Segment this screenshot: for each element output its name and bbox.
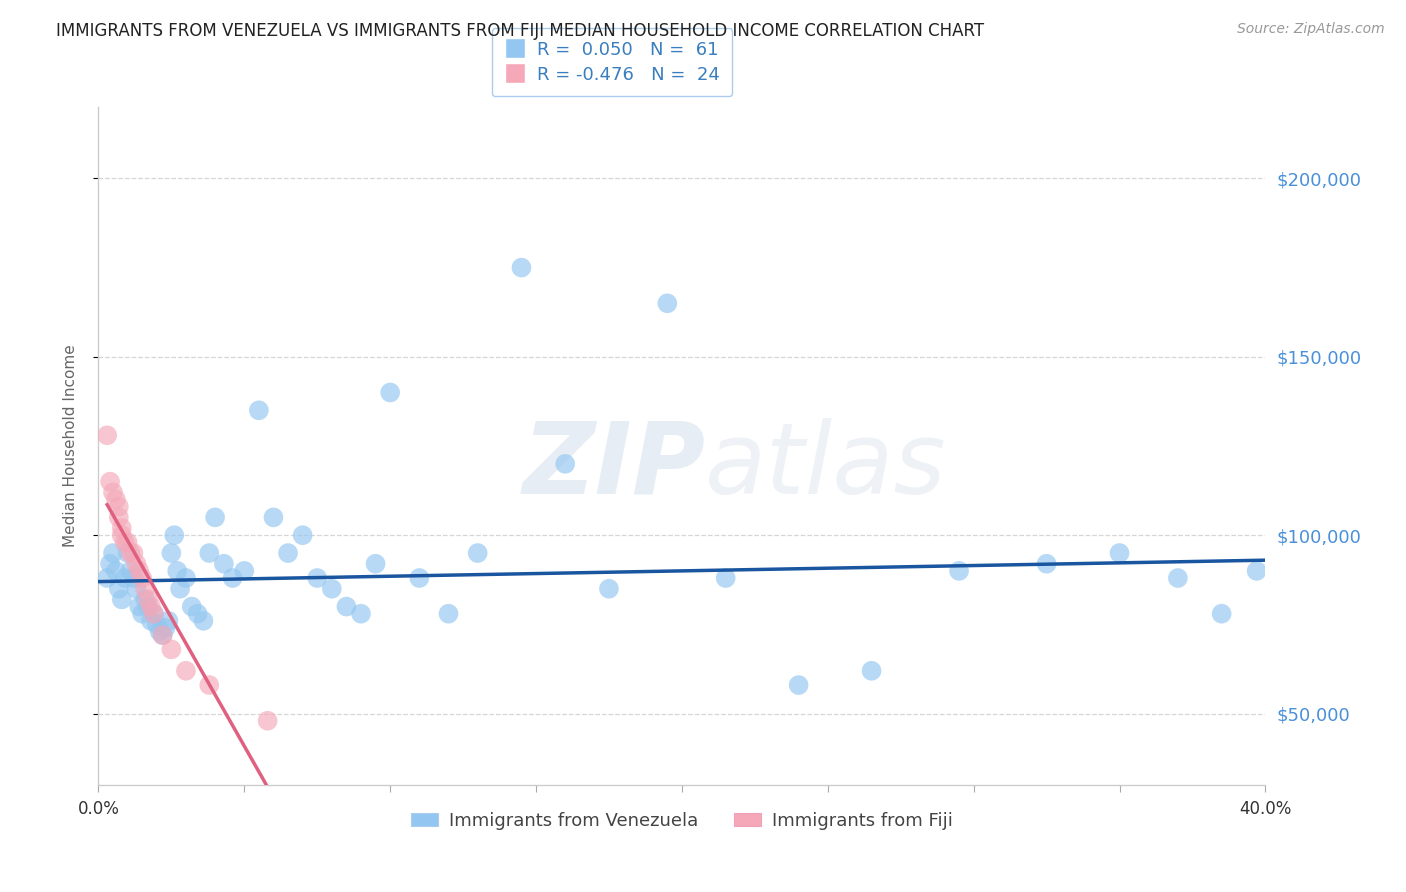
Point [120,564,142,578]
Point [262,510,284,524]
Point [860,664,883,678]
Point [114,571,136,585]
Point [350,607,373,621]
Point [131,607,153,621]
Text: ZIP: ZIP [522,417,706,515]
Point [157,614,180,628]
Point [152,628,174,642]
Point [125,557,148,571]
Point [247,403,270,417]
Point [122,571,145,585]
Point [1246,564,1268,578]
Point [149,624,172,639]
Point [114,535,136,549]
Point [142,607,165,621]
Point [128,564,150,578]
Point [101,485,124,500]
Point [166,564,188,578]
Text: IMMIGRANTS FROM VENEZUELA VS IMMIGRANTS FROM FIJI MEDIAN HOUSEHOLD INCOME CORREL: IMMIGRANTS FROM VENEZUELA VS IMMIGRANTS … [56,22,984,40]
Point [98,557,121,571]
Point [120,546,142,560]
Point [198,546,221,560]
Point [221,571,243,585]
Point [117,535,139,549]
Point [104,492,127,507]
Point [256,714,278,728]
Point [139,614,162,628]
Point [187,607,209,621]
Point [122,546,145,560]
Point [1167,571,1189,585]
Y-axis label: Median Household Income: Median Household Income [63,344,77,548]
Point [104,564,127,578]
Point [948,564,970,578]
Point [108,510,131,524]
Point [193,614,215,628]
Point [198,678,221,692]
Point [335,599,357,614]
Point [136,592,159,607]
Point [277,546,299,560]
Point [174,571,197,585]
Point [134,592,156,607]
Point [510,260,533,275]
Point [380,385,402,400]
Point [108,582,131,596]
Point [134,582,156,596]
Point [467,546,489,560]
Point [139,599,162,614]
Point [111,528,134,542]
Point [291,528,314,542]
Point [98,475,121,489]
Point [1035,557,1057,571]
Point [307,571,329,585]
Point [155,621,177,635]
Point [136,599,159,614]
Point [108,500,131,514]
Point [125,582,148,596]
Point [169,582,191,596]
Point [117,546,139,560]
Point [128,599,150,614]
Point [96,428,118,442]
Point [142,607,165,621]
Point [1211,607,1233,621]
Point [787,678,810,692]
Point [160,546,183,560]
Point [364,557,387,571]
Point [212,557,235,571]
Text: atlas: atlas [706,417,946,515]
Legend: Immigrants from Venezuela, Immigrants from Fiji: Immigrants from Venezuela, Immigrants fr… [404,805,960,837]
Point [131,571,153,585]
Point [163,528,186,542]
Point [146,617,169,632]
Point [1108,546,1130,560]
Point [174,664,197,678]
Text: Source: ZipAtlas.com: Source: ZipAtlas.com [1237,22,1385,37]
Point [111,521,134,535]
Point [152,628,174,642]
Point [408,571,430,585]
Point [96,571,118,585]
Point [714,571,737,585]
Point [437,607,460,621]
Point [111,592,134,607]
Point [101,546,124,560]
Point [321,582,343,596]
Point [657,296,679,310]
Point [554,457,576,471]
Point [180,599,202,614]
Point [204,510,226,524]
Point [233,564,256,578]
Point [598,582,620,596]
Point [160,642,183,657]
